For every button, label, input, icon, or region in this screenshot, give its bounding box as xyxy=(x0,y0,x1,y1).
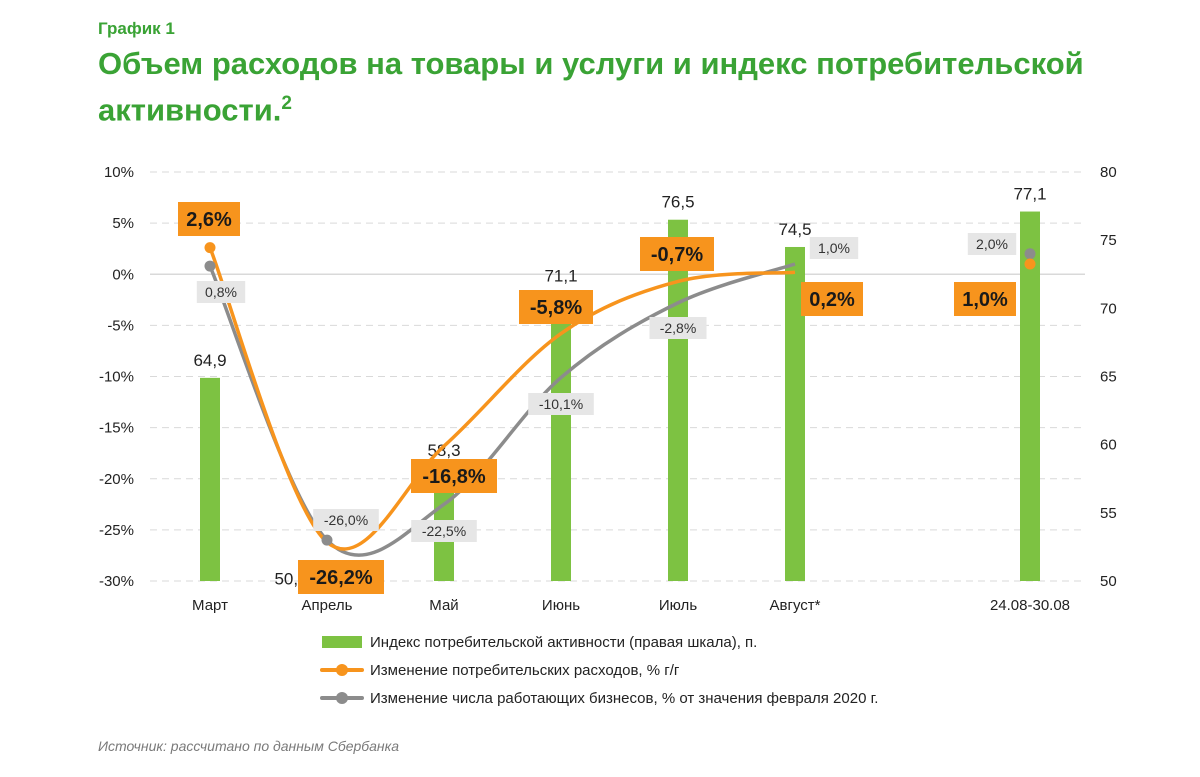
y-right-tick-label: 60 xyxy=(1100,437,1117,454)
source-note: Источник: рассчитано по данным Сбербанка xyxy=(98,738,400,754)
chart-legend: Индекс потребительской активности (права… xyxy=(320,628,878,712)
business-count-label-box xyxy=(411,520,477,542)
spending-label-box xyxy=(519,290,593,324)
business-count-point xyxy=(321,534,333,546)
business-count-label-box xyxy=(313,509,379,531)
business-count-point xyxy=(204,260,216,272)
bar xyxy=(1020,211,1040,581)
business-count-data-label: 1,0% xyxy=(818,240,850,256)
spending-data-label: -26,2% xyxy=(309,567,373,589)
business-count-label-box xyxy=(809,237,859,259)
business-count-label-box xyxy=(528,393,594,415)
y-left-tick-label: 10% xyxy=(104,164,134,181)
chart-title: Объем расходов на товары и услуги и инде… xyxy=(98,44,1158,130)
bar-data-label: 71,1 xyxy=(544,266,577,285)
bar-data-label: 64,9 xyxy=(193,351,226,370)
chart-kicker: График 1 xyxy=(98,19,175,38)
y-right-tick-label: 65 xyxy=(1100,369,1117,386)
bar xyxy=(551,293,571,581)
x-tick-label: Май xyxy=(429,597,458,614)
business-count-label-box xyxy=(196,281,246,303)
bar xyxy=(668,219,688,581)
spending-line xyxy=(208,247,796,551)
spending-point xyxy=(1024,258,1036,270)
legend-orange-swatch xyxy=(320,660,364,680)
legend-item-active-businesses: Изменение числа работающих бизнесов, % о… xyxy=(320,684,878,712)
y-left-tick-label: 5% xyxy=(112,215,134,232)
spending-label-box xyxy=(801,282,863,316)
spending-label-box xyxy=(411,459,497,493)
y-right-tick-label: 55 xyxy=(1100,505,1117,522)
spending-data-label: 0,2% xyxy=(809,289,855,311)
legend-bar-swatch xyxy=(320,632,364,652)
spending-data-label: -5,8% xyxy=(530,297,582,319)
x-tick-label: Июнь xyxy=(542,597,580,614)
bar-data-label: 74,5 xyxy=(778,220,811,239)
spending-label-box xyxy=(178,202,240,236)
bar-data-label: 76,5 xyxy=(661,193,694,212)
spending-data-label: 2,6% xyxy=(186,209,232,231)
business-count-label-box xyxy=(967,233,1017,255)
y-left-tick-label: -30% xyxy=(99,573,134,590)
y-right-tick-label: 50 xyxy=(1100,573,1117,590)
business-count-data-label: -10,1% xyxy=(539,396,583,412)
y-right-tick-label: 80 xyxy=(1100,164,1117,181)
y-left-tick-label: 0% xyxy=(112,266,134,283)
spending-data-label: 1,0% xyxy=(962,289,1008,311)
y-left-tick-label: -5% xyxy=(107,317,134,334)
business-count-data-label: -22,5% xyxy=(422,523,466,539)
x-tick-label: Июль xyxy=(659,597,697,614)
legend-gray-swatch xyxy=(320,688,364,708)
bar xyxy=(785,246,805,581)
legend-label-consumer-spending: Изменение потребительских расходов, % г/… xyxy=(370,661,680,679)
chart-title-text: Объем расходов на товары и услуги и инде… xyxy=(98,46,1084,128)
bar xyxy=(200,377,220,581)
y-left-tick-label: -20% xyxy=(99,471,134,488)
bar-data-label: 77,1 xyxy=(1013,185,1046,204)
y-left-tick-label: -15% xyxy=(99,420,134,437)
legend-label-active-businesses: Изменение числа работающих бизнесов, % о… xyxy=(370,689,879,707)
spending-label-box xyxy=(640,237,714,271)
business-count-data-label: 0,8% xyxy=(205,284,237,300)
x-tick-label: Апрель xyxy=(302,597,353,614)
spending-label-box xyxy=(298,560,384,594)
y-left-tick-label: -10% xyxy=(99,369,134,386)
y-right-tick-label: 75 xyxy=(1100,232,1117,249)
business-count-data-label: 2,0% xyxy=(976,236,1008,252)
x-tick-label: Март xyxy=(192,597,228,614)
spending-label-box xyxy=(954,282,1016,316)
spending-point xyxy=(204,242,216,254)
x-tick-label: 24.08-30.08 xyxy=(990,597,1070,614)
legend-label-activity-index: Индекс потребительской активности (права… xyxy=(370,633,758,651)
legend-item-activity-index: Индекс потребительской активности (права… xyxy=(320,628,878,656)
x-tick-label: Август* xyxy=(770,597,821,614)
business-count-point xyxy=(1024,248,1036,260)
spending-data-label: -16,8% xyxy=(422,466,486,488)
business-count-data-label: -2,8% xyxy=(660,320,697,336)
business-count-line xyxy=(208,262,796,557)
spending-data-label: -0,7% xyxy=(651,244,703,266)
business-count-data-label: -26,0% xyxy=(324,512,368,528)
business-count-label-box xyxy=(649,317,707,339)
y-left-tick-label: -25% xyxy=(99,522,134,539)
y-right-tick-label: 70 xyxy=(1100,300,1117,317)
legend-item-consumer-spending: Изменение потребительских расходов, % г/… xyxy=(320,656,878,684)
chart-title-footnote: 2 xyxy=(281,93,292,114)
